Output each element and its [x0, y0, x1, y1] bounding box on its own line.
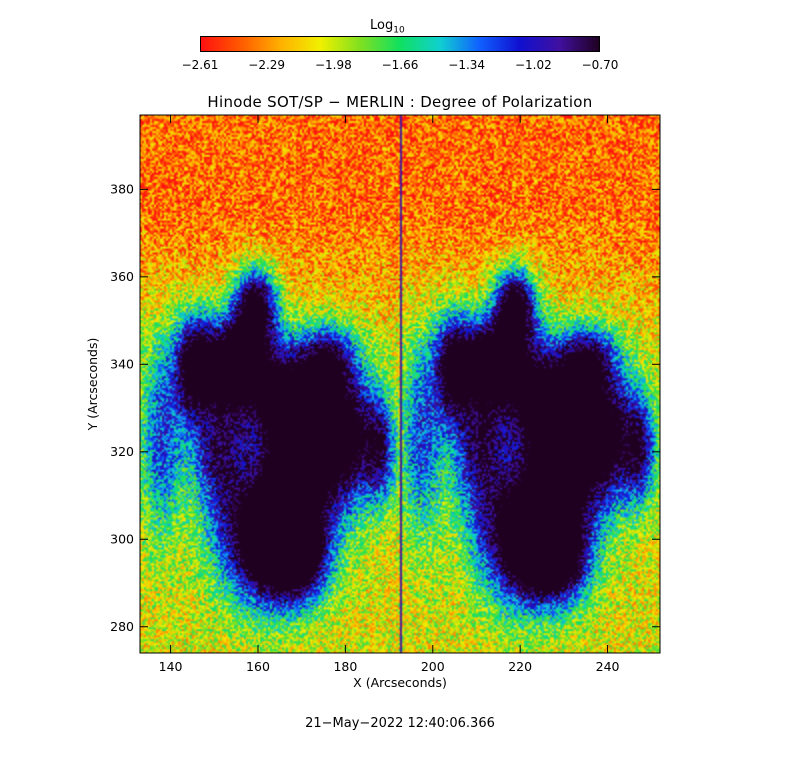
timestamp: 21−May−2022 12:40:06.366 — [305, 716, 495, 731]
x-tick-label: 160 — [246, 659, 270, 674]
colorbar-tick-label: −1.98 — [314, 58, 352, 72]
colorbar-tick-label: −2.61 — [181, 58, 219, 72]
y-axis-label: Y (Arcseconds) — [85, 338, 100, 432]
plot-frame — [139, 114, 661, 654]
plot-title: Hinode SOT/SP − MERLIN : Degree of Polar… — [207, 93, 593, 111]
colorbar-tick-label: −2.29 — [248, 58, 286, 72]
y-tick-label: 320 — [110, 444, 134, 459]
x-tick-label: 200 — [421, 659, 445, 674]
x-tick-label: 180 — [333, 659, 357, 674]
x-tick-label: 220 — [508, 659, 532, 674]
colorbar-tick-label: −0.70 — [581, 58, 619, 72]
y-tick-label: 360 — [110, 269, 134, 284]
x-tick-label: 240 — [596, 659, 620, 674]
colorbar-title: Log10 — [370, 18, 405, 36]
colorbar-tick-label: −1.02 — [514, 58, 552, 72]
x-tick-label: 140 — [159, 659, 183, 674]
y-tick-label: 380 — [110, 181, 134, 196]
colorbar-tick-label: −1.66 — [381, 58, 419, 72]
x-axis-label: X (Arcseconds) — [353, 675, 447, 690]
heatmap-image — [140, 115, 660, 653]
colorbar-tick-label: −1.34 — [448, 58, 486, 72]
y-tick-label: 340 — [110, 356, 134, 371]
y-tick-label: 300 — [110, 531, 134, 546]
colorbar — [200, 36, 600, 52]
y-tick-label: 280 — [110, 619, 134, 634]
